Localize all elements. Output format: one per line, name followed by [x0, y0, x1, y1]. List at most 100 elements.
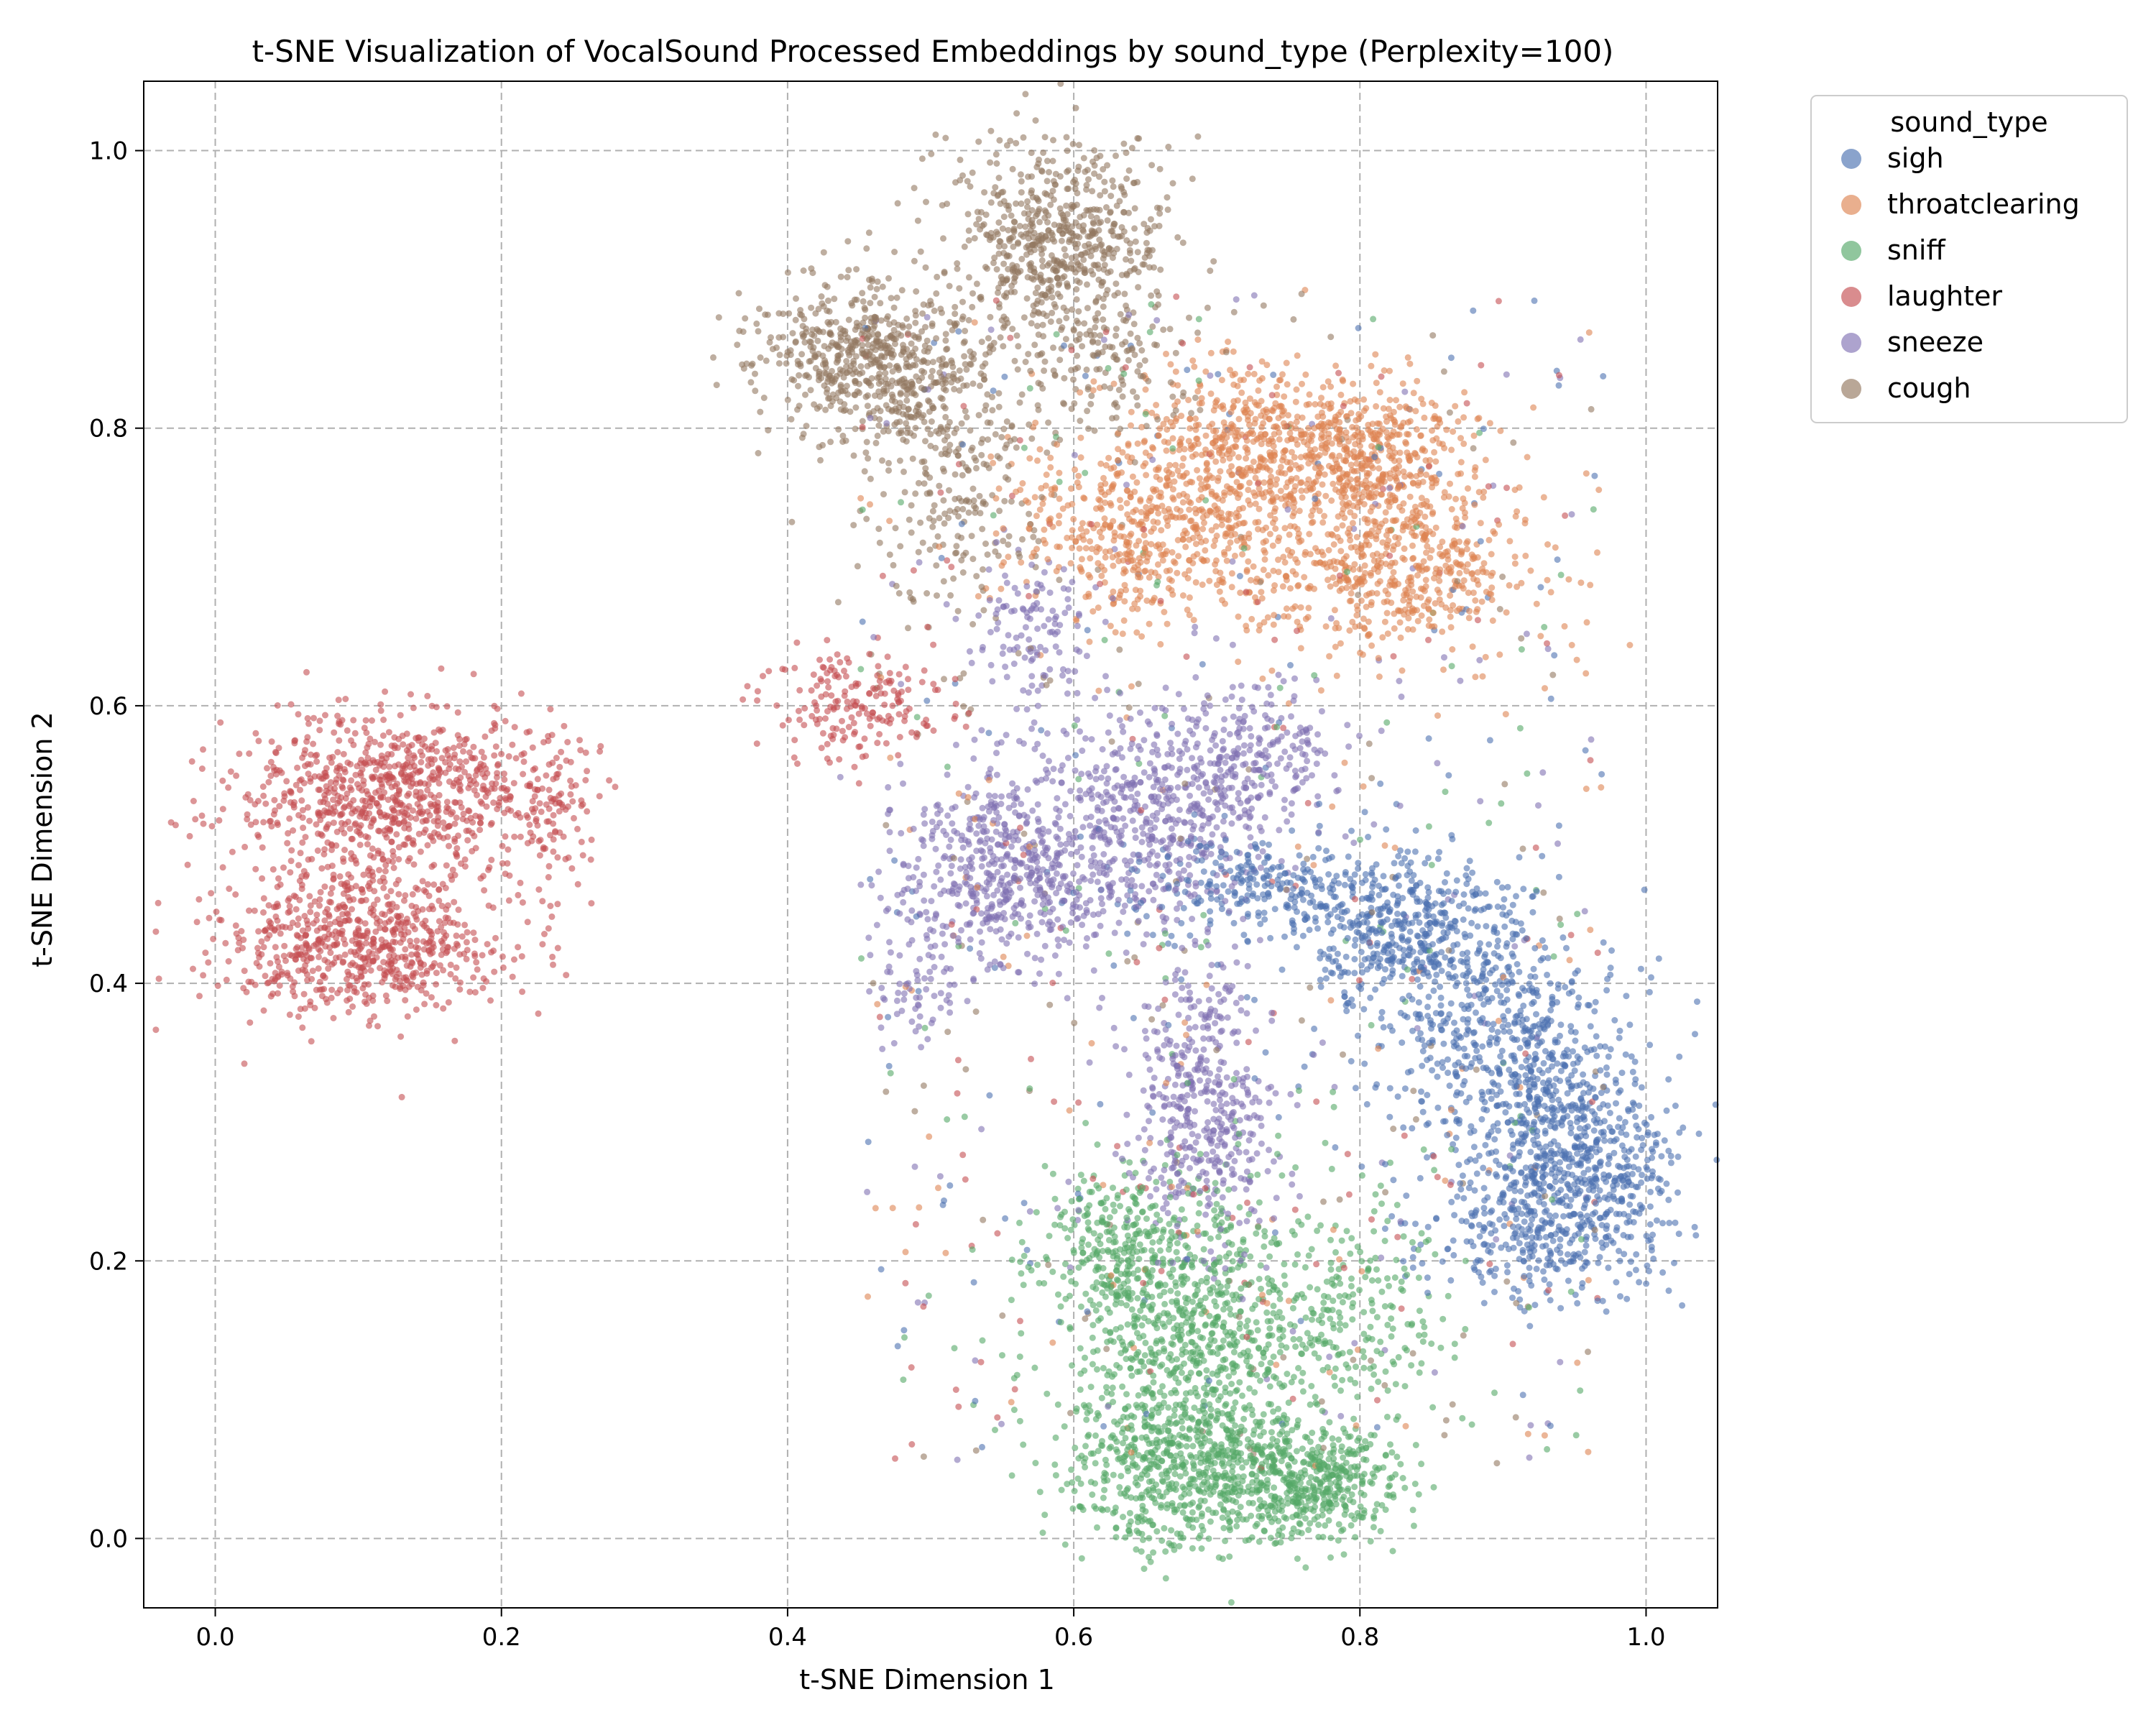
point-sniff — [1153, 1178, 1160, 1185]
point-sniff — [1189, 1509, 1196, 1516]
point-sigh — [1557, 1305, 1565, 1312]
point-sneeze — [1238, 1007, 1245, 1014]
point-sneeze — [913, 864, 920, 871]
point-throatclearing — [1332, 362, 1340, 369]
point-sneeze — [1092, 694, 1099, 702]
point-sneeze — [1038, 585, 1046, 592]
point-laughter — [260, 792, 267, 799]
point-laughter — [470, 671, 477, 678]
point-sigh — [1442, 954, 1449, 961]
point-sigh — [1245, 911, 1251, 917]
point-laughter — [848, 714, 855, 721]
point-throatclearing — [1255, 387, 1262, 394]
point-laughter — [1503, 484, 1510, 492]
point-throatclearing — [1275, 556, 1281, 564]
point-sigh — [1596, 1254, 1603, 1261]
point-throatclearing — [1036, 506, 1044, 513]
point-cough — [1493, 1460, 1501, 1467]
point-sneeze — [1099, 995, 1105, 1001]
point-laughter — [535, 837, 543, 845]
point-cough — [793, 295, 799, 302]
point-laughter — [511, 956, 517, 963]
point-sigh — [1261, 909, 1268, 916]
point-sneeze — [1018, 801, 1025, 807]
point-sigh — [1694, 998, 1700, 1006]
point-sigh — [1587, 1023, 1594, 1030]
point-sigh — [1579, 1280, 1586, 1287]
point-sneeze — [994, 887, 1001, 894]
point-cough — [1021, 830, 1028, 837]
point-throatclearing — [1212, 523, 1220, 530]
point-sigh — [1518, 1169, 1525, 1177]
point-laughter — [1401, 1132, 1408, 1139]
point-sniff — [1244, 1317, 1251, 1324]
point-throatclearing — [1235, 415, 1243, 423]
point-sigh — [1293, 944, 1300, 951]
point-sniff — [1064, 1235, 1072, 1241]
point-sniff — [1174, 1240, 1181, 1247]
point-sigh — [1530, 965, 1537, 972]
point-sneeze — [987, 629, 994, 635]
point-cough — [909, 455, 916, 462]
point-sneeze — [1258, 781, 1265, 788]
point-cough — [1104, 217, 1111, 224]
point-sneeze — [1401, 388, 1409, 395]
point-laughter — [1425, 463, 1432, 470]
point-sneeze — [865, 934, 872, 942]
point-sneeze — [1544, 645, 1552, 653]
point-sneeze — [1119, 723, 1125, 730]
point-sigh — [1605, 1264, 1612, 1271]
point-cough — [844, 274, 851, 281]
point-sigh — [1451, 1212, 1458, 1219]
point-sniff — [1393, 1453, 1401, 1460]
point-cough — [1441, 1432, 1448, 1439]
point-sniff — [1054, 1401, 1061, 1408]
point-cough — [885, 459, 892, 466]
point-sniff — [1352, 1534, 1359, 1541]
point-sigh — [1509, 901, 1516, 908]
point-sniff — [1476, 429, 1483, 436]
point-sniff — [1123, 1214, 1130, 1221]
point-cough — [1022, 91, 1029, 98]
point-throatclearing — [1166, 461, 1174, 469]
point-sigh — [1373, 1424, 1381, 1431]
point-sniff — [1227, 1598, 1235, 1606]
point-cough — [952, 471, 959, 478]
point-sneeze — [1179, 985, 1186, 991]
point-sneeze — [1414, 1025, 1421, 1032]
point-sigh — [1434, 855, 1442, 862]
point-laughter — [452, 765, 459, 772]
point-cough — [1024, 198, 1031, 205]
point-throatclearing — [1155, 510, 1162, 517]
point-cough — [985, 436, 992, 443]
point-cough — [998, 433, 1005, 441]
point-sigh — [1445, 1070, 1452, 1077]
point-sniff — [1257, 1262, 1264, 1269]
point-sigh — [1463, 880, 1470, 888]
point-sneeze — [1056, 862, 1063, 869]
point-sigh — [1547, 980, 1554, 987]
point-sniff — [1225, 1373, 1233, 1380]
point-sigh — [1563, 944, 1570, 952]
point-sneeze — [1088, 736, 1095, 743]
point-sneeze — [1002, 572, 1008, 579]
point-sneeze — [937, 1004, 944, 1011]
point-throatclearing — [1348, 461, 1355, 469]
point-sniff — [1247, 1253, 1254, 1260]
point-throatclearing — [1146, 1139, 1153, 1146]
point-laughter — [954, 1090, 961, 1097]
point-cough — [929, 507, 936, 515]
point-sneeze — [1117, 689, 1124, 696]
point-laughter — [309, 967, 316, 975]
point-sneeze — [920, 811, 927, 818]
point-sneeze — [1061, 801, 1069, 808]
point-laughter — [282, 924, 289, 931]
point-sigh — [1648, 1113, 1655, 1121]
point-throatclearing — [1090, 378, 1097, 385]
point-sneeze — [1154, 852, 1161, 859]
point-sniff — [1198, 1522, 1205, 1530]
point-sigh — [1574, 1150, 1580, 1157]
point-throatclearing — [1271, 405, 1278, 411]
point-sniff — [1309, 1430, 1316, 1436]
point-sniff — [1348, 1282, 1355, 1289]
